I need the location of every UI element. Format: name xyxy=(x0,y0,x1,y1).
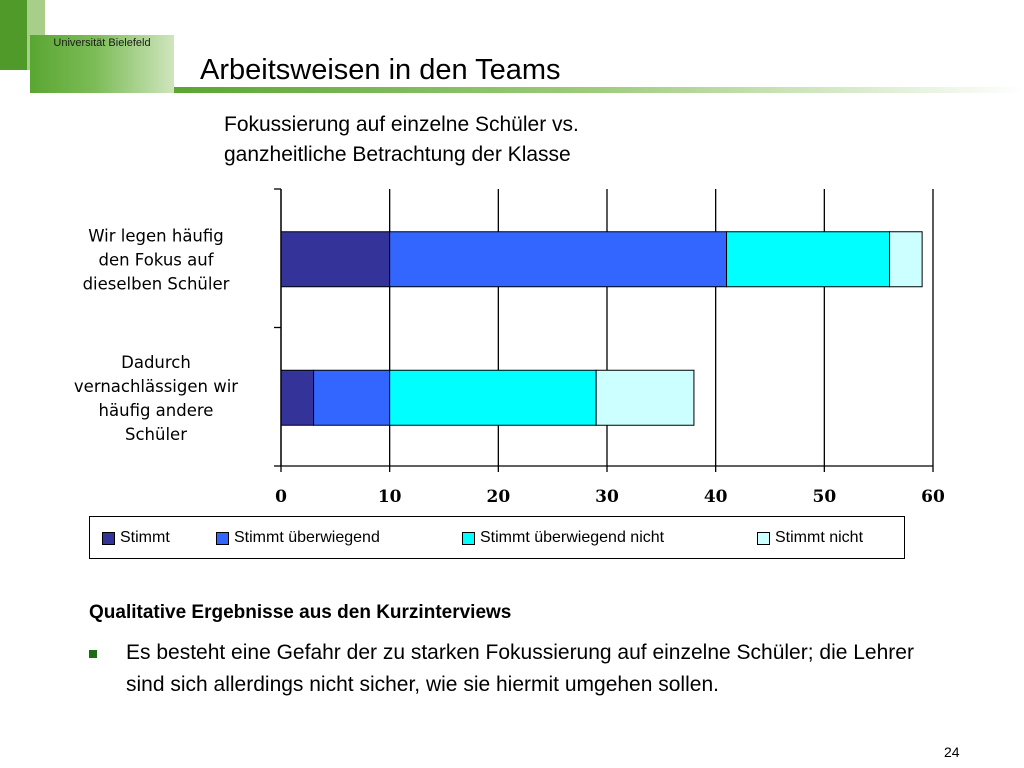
bar-segment xyxy=(389,369,597,426)
legend-item: Stimmt xyxy=(102,529,170,547)
legend-item: Stimmt überwiegend xyxy=(216,529,380,547)
bar-chart: 0 10 20 30 40 50 60 Wir legen häufig den Fokus a… xyxy=(74,188,945,507)
chart-title-line-1: Fokussierung auf einzelne Schüler vs. xyxy=(224,113,579,136)
legend-label: Stimmt überwiegend xyxy=(234,529,380,546)
chart-title: Fokussierung auf einzelne Schüler vs. ga… xyxy=(224,110,579,170)
category-label: Schüler xyxy=(125,425,187,444)
bar-segment xyxy=(280,369,315,426)
page-number: 24 xyxy=(944,744,960,760)
bar-segment xyxy=(726,231,891,288)
category-label: vernachlässigen wir xyxy=(74,377,238,396)
legend-swatch xyxy=(462,531,475,545)
x-tick-label: 50 xyxy=(812,487,836,507)
bar-segment xyxy=(595,369,695,426)
legend-item: Stimmt überwiegend nicht xyxy=(462,529,664,547)
category-label: dieselben Schüler xyxy=(83,274,230,293)
category-label: den Fokus auf xyxy=(98,250,214,269)
category-label: Wir legen häufig xyxy=(88,226,224,245)
x-tick-label: 60 xyxy=(921,487,945,507)
university-logo-box xyxy=(30,35,174,93)
legend-label: Stimmt überwiegend nicht xyxy=(480,529,665,546)
header-decoration-dark xyxy=(0,0,27,70)
title-underline xyxy=(174,87,1024,93)
chart-labels: 0 10 20 30 40 50 60 Wir legen häufig den Fokus a… xyxy=(74,226,945,507)
chart-legend: Stimmt Stimmt überwiegend Stimmt überwiege… xyxy=(89,516,905,559)
chart-title-line-2: ganzheitliche Betrachtung der Klasse xyxy=(224,143,571,166)
legend-swatch xyxy=(102,531,115,545)
section-heading: Qualitative Ergebnisse aus den Kurzinter… xyxy=(89,602,512,623)
bar-segment xyxy=(389,231,728,288)
bullet-text: Es besteht eine Gefahr der zu starken Fo… xyxy=(126,641,914,696)
bar-segment xyxy=(313,369,391,426)
chart-bars xyxy=(280,231,923,426)
legend-item: Stimmt nicht xyxy=(757,529,863,547)
category-label: häufig andere xyxy=(99,401,214,420)
x-tick-label: 10 xyxy=(378,487,402,507)
legend-label: Stimmt xyxy=(120,529,170,546)
x-tick-label: 0 xyxy=(275,487,287,507)
x-tick-label: 40 xyxy=(704,487,728,507)
bullet-marker xyxy=(89,650,97,658)
x-tick-label: 30 xyxy=(595,487,619,507)
x-tick-label: 20 xyxy=(486,487,510,507)
page-title: Arbeitsweisen in den Teams xyxy=(200,54,561,86)
legend-swatch xyxy=(757,531,770,545)
bar-segment xyxy=(889,231,923,288)
legend-label: Stimmt nicht xyxy=(775,529,864,546)
legend-swatch xyxy=(216,531,229,545)
bar-segment xyxy=(280,231,391,288)
chart-axes xyxy=(274,188,934,472)
university-name: Universität Bielefeld xyxy=(53,37,151,49)
category-label: Dadurch xyxy=(121,353,191,372)
